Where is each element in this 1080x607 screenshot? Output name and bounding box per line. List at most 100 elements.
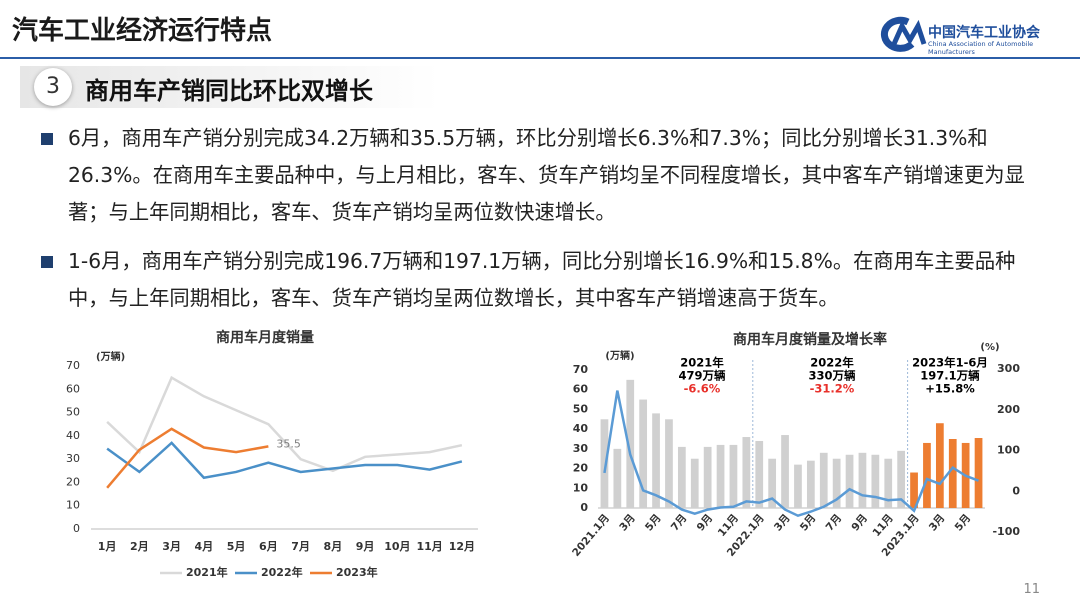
x-tick-label: 3月 bbox=[617, 512, 638, 533]
x-tick-label: 9月 bbox=[849, 512, 870, 533]
x-tick-label: 10月 bbox=[384, 540, 410, 553]
bullet: 6月，商用车产销分别完成34.2万辆和35.5万辆，环比分别增长6.3%和7.3… bbox=[41, 120, 1053, 231]
annotation: 330万辆 bbox=[808, 369, 856, 383]
y2-tick-label: -100 bbox=[992, 525, 1020, 538]
y-tick-label: 10 bbox=[66, 499, 80, 512]
y-tick-label: 50 bbox=[66, 406, 80, 419]
bullet: 1-6月，商用车产销分别完成196.7万辆和197.1万辆，同比分别增长16.9… bbox=[41, 243, 1053, 317]
y-tick-label: 60 bbox=[66, 382, 80, 395]
annotation: 479万辆 bbox=[678, 369, 726, 383]
y-tick-label: 20 bbox=[66, 475, 80, 488]
logo-text: 中国汽车工业协会 bbox=[928, 25, 1040, 41]
bar bbox=[794, 464, 802, 508]
bar bbox=[639, 399, 648, 508]
y-tick-label: 50 bbox=[573, 402, 589, 415]
x-tick-label: 12月 bbox=[449, 540, 475, 553]
x-tick-label: 3月 bbox=[162, 540, 181, 553]
bar bbox=[781, 435, 789, 508]
annotation: 197.1万辆 bbox=[920, 369, 980, 383]
bar bbox=[806, 460, 815, 508]
logo-subtext: China Association of Automobile Manufact… bbox=[928, 40, 1034, 56]
bar bbox=[858, 452, 867, 508]
bar bbox=[690, 458, 699, 508]
y-tick-label: 70 bbox=[66, 359, 80, 372]
y-tick-label: 60 bbox=[573, 383, 589, 396]
legend-label: 2022年 bbox=[261, 565, 303, 579]
y-tick-label: 40 bbox=[66, 429, 80, 442]
x-tick-label: 11月 bbox=[416, 540, 442, 553]
y-tick-label: 30 bbox=[573, 442, 589, 455]
x-tick-label: 7月 bbox=[669, 512, 690, 533]
bar bbox=[677, 446, 686, 508]
x-tick-label: 7月 bbox=[824, 512, 845, 533]
annotation: +15.8% bbox=[925, 382, 975, 396]
bar bbox=[845, 454, 854, 508]
y-tick-label: 20 bbox=[573, 462, 589, 475]
y-tick-label: 10 bbox=[573, 481, 589, 494]
y2-tick-label: 100 bbox=[997, 444, 1020, 457]
annotation: 2021年 bbox=[680, 356, 724, 370]
x-tick-label: 2月 bbox=[130, 540, 149, 553]
chart-title: 商用车月度销量及增长率 bbox=[733, 331, 887, 348]
bar bbox=[768, 458, 777, 508]
bar bbox=[948, 439, 957, 508]
y2-tick-label: 200 bbox=[997, 403, 1020, 416]
series-line bbox=[106, 375, 463, 473]
bar bbox=[871, 454, 880, 508]
x-tick-label: 9月 bbox=[695, 512, 716, 533]
x-tick-label: 7月 bbox=[291, 540, 310, 553]
x-tick-label: 3月 bbox=[772, 512, 793, 533]
y-tick-label: 0 bbox=[580, 501, 588, 514]
axis-unit: (万辆) bbox=[605, 349, 634, 362]
y-tick-label: 0 bbox=[73, 522, 80, 535]
axis-unit: (万辆) bbox=[96, 350, 125, 363]
bar bbox=[716, 444, 725, 508]
bar bbox=[974, 438, 983, 508]
data-label: 35.5 bbox=[276, 437, 301, 450]
growth-line bbox=[603, 390, 979, 518]
slide-title: 汽车工业经济运行特点 bbox=[12, 16, 273, 46]
bar bbox=[600, 419, 609, 508]
section-title: 商用车产销同比环比双增长 bbox=[85, 77, 373, 105]
legend-label: 2021年 bbox=[186, 565, 228, 579]
chart-title: 商用车月度销量 bbox=[216, 329, 314, 346]
bar bbox=[652, 413, 660, 508]
series-line bbox=[106, 441, 463, 480]
bar bbox=[910, 472, 918, 508]
bar bbox=[884, 458, 893, 508]
x-tick-label: 8月 bbox=[324, 540, 343, 553]
bar bbox=[897, 450, 906, 508]
x-tick-label: 4月 bbox=[195, 540, 214, 553]
bar bbox=[819, 452, 828, 508]
logo-mark bbox=[880, 16, 927, 52]
bar bbox=[832, 458, 841, 508]
y-tick-label: 70 bbox=[573, 363, 589, 376]
y-tick-label: 30 bbox=[66, 452, 80, 465]
x-tick-label: 1月 bbox=[98, 540, 117, 553]
y-tick-label: 40 bbox=[573, 422, 589, 435]
header-rule bbox=[0, 57, 1080, 59]
annotation: 2023年1-6月 bbox=[912, 356, 988, 370]
annotation: -6.6% bbox=[684, 382, 721, 396]
bar bbox=[923, 442, 931, 508]
bar bbox=[729, 444, 738, 508]
section-number: 3 bbox=[34, 68, 72, 106]
page-number: 11 bbox=[1023, 582, 1040, 597]
bar bbox=[742, 437, 751, 508]
legend-label: 2023年 bbox=[336, 565, 378, 579]
bar bbox=[613, 448, 622, 508]
series-line bbox=[106, 427, 269, 489]
bar bbox=[703, 446, 712, 508]
x-tick-label: 9月 bbox=[356, 540, 375, 553]
x-tick-label: 6月 bbox=[259, 540, 278, 553]
section-bar bbox=[20, 66, 440, 108]
bar bbox=[935, 423, 944, 508]
bar bbox=[755, 440, 764, 508]
annotation: 2022年 bbox=[810, 356, 854, 370]
y2-tick-label: 300 bbox=[997, 362, 1020, 375]
axis-unit: (%) bbox=[980, 342, 999, 353]
bar bbox=[626, 379, 635, 508]
x-tick-label: 5月 bbox=[953, 512, 974, 533]
